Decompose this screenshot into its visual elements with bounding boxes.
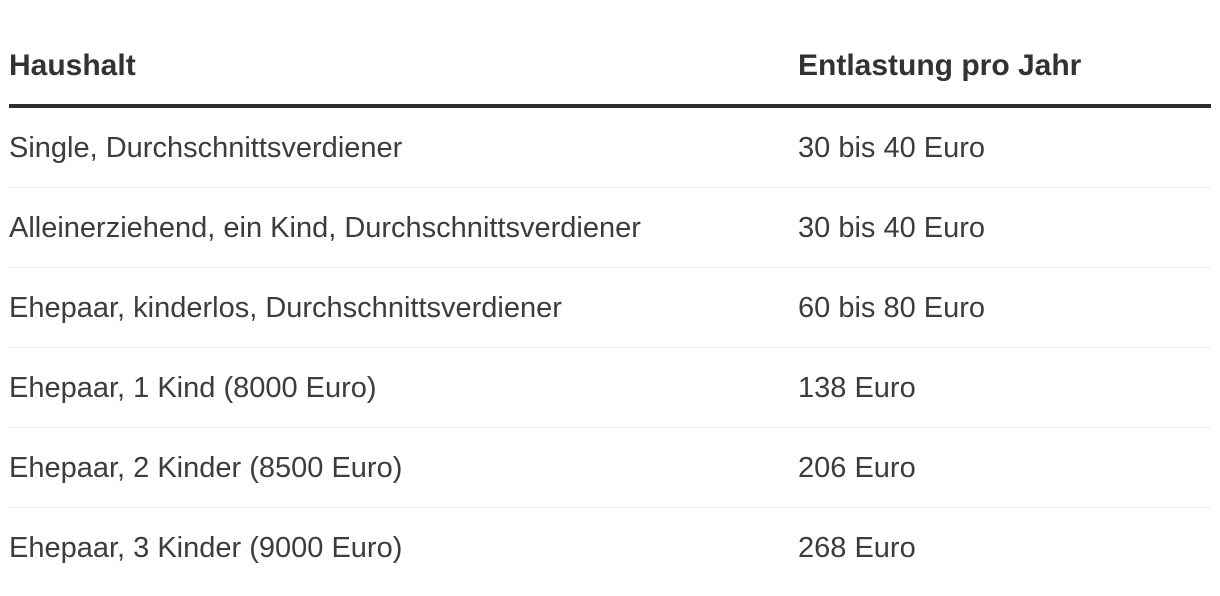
cell-entlastung: 60 bis 80 Euro (798, 267, 1211, 348)
table-row: Ehepaar, 1 Kind (8000 Euro) 138 Euro (9, 347, 1211, 428)
table-header-row: Haushalt Entlastung pro Jahr (9, 0, 1211, 108)
cell-entlastung: 30 bis 40 Euro (798, 187, 1211, 268)
cell-entlastung: 206 Euro (798, 427, 1211, 508)
cell-haushalt: Ehepaar, kinderlos, Durchschnittsverdien… (9, 267, 798, 348)
table-row: Alleinerziehend, ein Kind, Durchschnitts… (9, 187, 1211, 268)
cell-haushalt: Ehepaar, 1 Kind (8000 Euro) (9, 347, 798, 428)
cell-haushalt: Ehepaar, 2 Kinder (8500 Euro) (9, 427, 798, 508)
cell-haushalt: Ehepaar, 3 Kinder (9000 Euro) (9, 531, 403, 564)
column-header-entlastung: Entlastung pro Jahr (798, 0, 1211, 108)
relief-table: Haushalt Entlastung pro Jahr Single, Dur… (9, 0, 1211, 587)
table-row: Ehepaar, 3 Kinder (9000 Euro) 268 Euro (9, 508, 1211, 588)
cell-haushalt: Single, Durchschnittsverdiener (9, 106, 798, 188)
table-row: Single, Durchschnittsverdiener 30 bis 40… (9, 106, 1211, 188)
relief-table-container: Haushalt Entlastung pro Jahr Single, Dur… (9, 0, 1211, 587)
table-row: Ehepaar, kinderlos, Durchschnittsverdien… (9, 267, 1211, 348)
cell-entlastung: 138 Euro (798, 347, 1211, 428)
cell-haushalt: Alleinerziehend, ein Kind, Durchschnitts… (9, 187, 798, 268)
column-header-haushalt: Haushalt (9, 0, 798, 108)
table-row: Ehepaar, 2 Kinder (8500 Euro) 206 Euro (9, 427, 1211, 508)
cell-entlastung: 268 Euro (798, 531, 916, 564)
cell-entlastung: 30 bis 40 Euro (798, 106, 1211, 188)
